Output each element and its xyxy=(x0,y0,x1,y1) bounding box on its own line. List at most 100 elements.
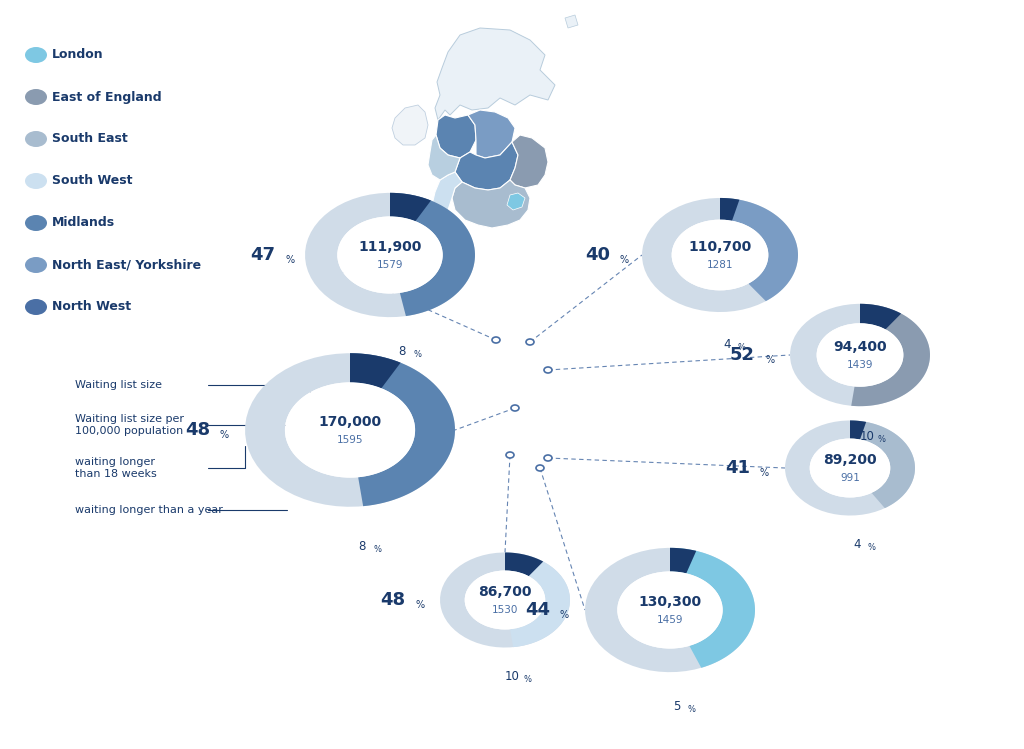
Polygon shape xyxy=(390,192,431,221)
Text: %: % xyxy=(688,705,696,714)
Ellipse shape xyxy=(492,337,500,343)
Text: 1459: 1459 xyxy=(656,615,683,625)
Text: 40: 40 xyxy=(585,246,610,264)
Text: 1579: 1579 xyxy=(377,260,403,270)
Text: 111,900: 111,900 xyxy=(358,240,422,254)
Text: 8: 8 xyxy=(358,540,366,553)
Polygon shape xyxy=(452,180,530,228)
Text: %: % xyxy=(878,435,886,444)
Text: %: % xyxy=(738,343,746,352)
Ellipse shape xyxy=(810,438,890,497)
Text: %: % xyxy=(413,350,421,359)
Text: 1530: 1530 xyxy=(492,605,518,615)
Polygon shape xyxy=(507,193,525,210)
Text: %: % xyxy=(523,675,531,684)
Polygon shape xyxy=(432,172,462,232)
Text: 1439: 1439 xyxy=(847,360,873,370)
Text: 52: 52 xyxy=(730,346,755,364)
Polygon shape xyxy=(670,548,755,668)
Polygon shape xyxy=(510,135,548,188)
Text: %: % xyxy=(620,255,629,265)
Text: %: % xyxy=(415,600,424,610)
Text: %: % xyxy=(220,430,229,440)
Text: 48: 48 xyxy=(380,591,406,609)
Text: 4: 4 xyxy=(723,338,731,351)
Text: London: London xyxy=(52,49,103,61)
Text: %: % xyxy=(765,355,774,365)
Polygon shape xyxy=(455,142,518,190)
Text: 44: 44 xyxy=(525,601,550,619)
Ellipse shape xyxy=(544,455,552,461)
Ellipse shape xyxy=(544,367,552,373)
Ellipse shape xyxy=(25,257,47,273)
Polygon shape xyxy=(392,105,428,145)
Ellipse shape xyxy=(25,47,47,63)
Text: 8: 8 xyxy=(398,345,406,358)
Polygon shape xyxy=(791,304,930,406)
Text: 48: 48 xyxy=(185,421,210,439)
Polygon shape xyxy=(585,548,755,672)
Text: 110,700: 110,700 xyxy=(688,240,752,254)
Text: %: % xyxy=(760,468,769,478)
Ellipse shape xyxy=(285,383,415,478)
Text: 1281: 1281 xyxy=(707,260,733,270)
Polygon shape xyxy=(436,115,476,158)
Ellipse shape xyxy=(672,219,768,291)
Text: %: % xyxy=(285,255,294,265)
Text: 94,400: 94,400 xyxy=(834,340,887,354)
Polygon shape xyxy=(565,15,578,28)
Ellipse shape xyxy=(816,324,903,386)
Polygon shape xyxy=(720,198,798,301)
Text: 89,200: 89,200 xyxy=(823,453,877,467)
Text: North East/ Yorkshire: North East/ Yorkshire xyxy=(52,258,201,271)
Text: East of England: East of England xyxy=(52,91,162,103)
Polygon shape xyxy=(670,548,696,573)
Polygon shape xyxy=(245,354,455,507)
Polygon shape xyxy=(428,135,460,180)
Polygon shape xyxy=(850,420,915,508)
Polygon shape xyxy=(642,198,798,312)
Ellipse shape xyxy=(526,339,534,345)
Ellipse shape xyxy=(337,216,442,294)
Text: 47: 47 xyxy=(250,246,275,264)
Polygon shape xyxy=(505,553,570,647)
Ellipse shape xyxy=(25,89,47,105)
Text: North West: North West xyxy=(52,300,131,314)
Ellipse shape xyxy=(25,131,47,147)
Polygon shape xyxy=(860,304,901,330)
Ellipse shape xyxy=(536,465,544,471)
Text: 130,300: 130,300 xyxy=(638,595,701,609)
Text: 86,700: 86,700 xyxy=(478,585,531,599)
Polygon shape xyxy=(720,198,739,221)
Polygon shape xyxy=(435,28,555,120)
Polygon shape xyxy=(350,354,400,388)
Text: 4: 4 xyxy=(853,538,861,551)
Ellipse shape xyxy=(617,571,723,649)
Polygon shape xyxy=(785,420,915,515)
Text: %: % xyxy=(868,543,876,552)
Text: waiting longer than a year: waiting longer than a year xyxy=(75,505,223,515)
Text: 991: 991 xyxy=(840,473,860,483)
Text: South East: South East xyxy=(52,133,128,145)
Text: %: % xyxy=(373,545,381,554)
Ellipse shape xyxy=(25,173,47,189)
Text: 1595: 1595 xyxy=(337,435,364,445)
Text: Midlands: Midlands xyxy=(52,216,115,229)
Text: Waiting list size: Waiting list size xyxy=(75,380,162,390)
Polygon shape xyxy=(851,304,930,406)
Text: waiting longer
than 18 weeks: waiting longer than 18 weeks xyxy=(75,457,157,479)
Text: 10: 10 xyxy=(859,430,874,443)
Ellipse shape xyxy=(25,299,47,315)
Ellipse shape xyxy=(506,452,514,458)
Ellipse shape xyxy=(465,571,546,629)
Ellipse shape xyxy=(511,405,519,411)
Polygon shape xyxy=(850,420,866,440)
Text: 41: 41 xyxy=(725,459,750,477)
Polygon shape xyxy=(468,110,515,158)
Text: 170,000: 170,000 xyxy=(318,415,382,429)
Text: South West: South West xyxy=(52,175,132,187)
Polygon shape xyxy=(305,192,475,317)
Polygon shape xyxy=(350,354,455,506)
Polygon shape xyxy=(390,192,475,316)
Polygon shape xyxy=(505,553,543,576)
